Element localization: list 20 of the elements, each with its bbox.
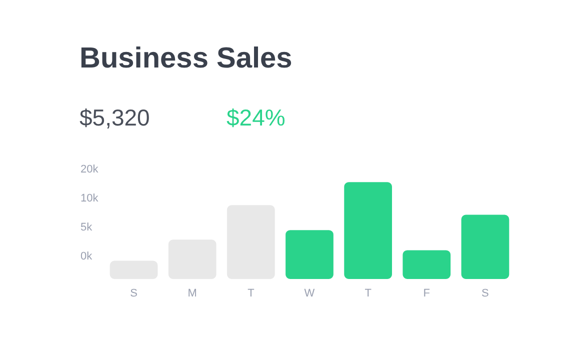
chart-subtitle: $5,320 bbox=[80, 104, 150, 130]
text: 5k bbox=[80, 222, 93, 234]
x-tick-label: T bbox=[248, 288, 255, 300]
x-tick-label: W bbox=[304, 288, 316, 300]
text: $24% bbox=[226, 104, 286, 130]
text: 10k bbox=[80, 192, 99, 204]
x-tick-label: M bbox=[188, 288, 197, 300]
x-tick-label: S bbox=[482, 288, 489, 300]
x-tick-label: F bbox=[423, 288, 430, 300]
text: 20k bbox=[80, 164, 99, 176]
bar bbox=[227, 205, 275, 279]
bar bbox=[110, 260, 158, 279]
x-tick-label: S bbox=[130, 288, 138, 300]
bar bbox=[402, 250, 451, 279]
text: 0k bbox=[80, 250, 93, 262]
chart-title: Business Sales bbox=[80, 42, 292, 74]
bar bbox=[344, 182, 392, 279]
x-tick-label: T bbox=[364, 288, 372, 300]
bar bbox=[461, 214, 510, 279]
bar bbox=[286, 230, 334, 279]
